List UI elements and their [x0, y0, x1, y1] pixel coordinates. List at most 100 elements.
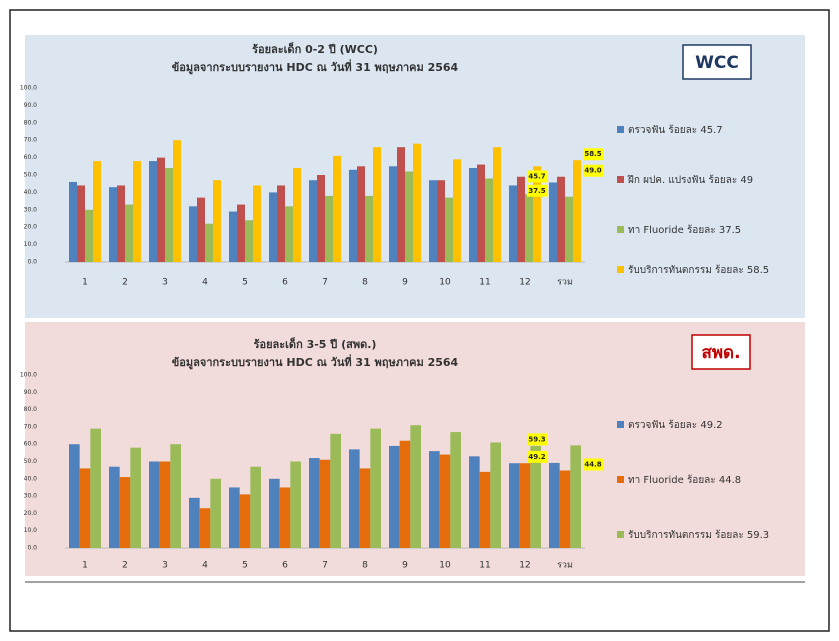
- legend-label: รับบริการทันตกรรม ร้อยละ 58.5: [628, 264, 769, 276]
- legend-swatch: [617, 126, 624, 133]
- bar: [69, 444, 80, 548]
- bar: [549, 182, 557, 262]
- value-label-box: [527, 184, 547, 197]
- x-tick-label: 12: [519, 278, 530, 288]
- badge: WCC: [695, 53, 739, 73]
- bar: [399, 440, 411, 548]
- y-tick-label: 80.0: [24, 119, 38, 126]
- bar: [245, 220, 253, 262]
- bar: [530, 445, 541, 548]
- bar: [365, 195, 373, 262]
- bar: [325, 195, 333, 262]
- x-tick-label: 1: [82, 561, 88, 571]
- bar: [165, 168, 173, 262]
- bar: [109, 187, 117, 262]
- y-tick-label: 30.0: [24, 493, 38, 500]
- bar: [450, 432, 461, 548]
- bar: [90, 428, 101, 548]
- bar: [279, 487, 291, 548]
- y-tick-label: 80.0: [24, 406, 38, 413]
- bar: [509, 463, 520, 548]
- bar: [317, 175, 325, 262]
- legend-label: ทา Fluoride ร้อยละ 37.5: [628, 224, 741, 236]
- bar: [565, 196, 573, 262]
- bar: [269, 192, 277, 262]
- x-tick-label: 4: [202, 561, 208, 571]
- chart-subtitle: ข้อมูลจากระบบรายงาน HDC ณ วันที่ 31 พฤษภ…: [172, 354, 459, 370]
- legend-label: ตรวจฟัน ร้อยละ 49.2: [628, 419, 723, 431]
- x-tick-label: 8: [362, 278, 368, 288]
- bar: [333, 155, 341, 262]
- y-tick-label: 100.0: [20, 372, 37, 379]
- bar: [250, 466, 261, 548]
- x-tick-label: 8: [362, 561, 368, 571]
- bar: [117, 185, 125, 262]
- legend-label: รับบริการทันตกรรม ร้อยละ 59.3: [628, 529, 769, 541]
- legend-swatch: [617, 266, 624, 273]
- bar: [493, 147, 501, 262]
- bar: [149, 161, 157, 262]
- x-tick-label: รวม: [557, 561, 573, 571]
- y-tick-label: 70.0: [24, 137, 38, 144]
- bar: [485, 178, 493, 262]
- bar: [229, 487, 240, 548]
- bar: [149, 461, 160, 548]
- y-tick-label: 60.0: [24, 441, 38, 448]
- x-tick-label: 11: [479, 278, 490, 288]
- value-label-box: [583, 164, 603, 177]
- value-label-box: [527, 170, 547, 183]
- value-label: 37.5: [528, 187, 545, 195]
- y-tick-label: 50.0: [24, 172, 38, 179]
- bar: [570, 445, 581, 548]
- x-tick-label: 11: [479, 561, 490, 571]
- bar: [479, 471, 491, 548]
- bar: [429, 451, 440, 548]
- bar: [573, 160, 581, 262]
- legend-swatch: [617, 226, 624, 233]
- y-tick-label: 50.0: [24, 458, 38, 465]
- chart-title: ร้อยละเด็ก 3-5 ปี (สพด.): [254, 337, 377, 351]
- y-tick-label: 90.0: [24, 102, 38, 109]
- bar: [170, 444, 181, 548]
- chart-subtitle: ข้อมูลจากระบบรายงาน HDC ณ วันที่ 31 พฤษภ…: [172, 59, 459, 75]
- bar: [85, 209, 93, 262]
- bar: [309, 180, 317, 262]
- badge-box: [691, 334, 751, 370]
- bar: [189, 497, 200, 548]
- y-tick-label: 10.0: [24, 241, 38, 248]
- x-tick-label: 1: [82, 278, 88, 288]
- bar: [319, 459, 331, 548]
- value-label-box: [527, 450, 547, 463]
- bar: [157, 157, 165, 262]
- bar: [359, 468, 371, 548]
- bar: [109, 466, 120, 548]
- bar: [437, 180, 445, 262]
- bar: [429, 180, 437, 262]
- bar: [373, 147, 381, 262]
- x-tick-label: 9: [402, 561, 408, 571]
- x-tick-label: 4: [202, 278, 208, 288]
- x-tick-label: 3: [162, 278, 168, 288]
- bar: [517, 176, 525, 262]
- bar: [405, 171, 413, 262]
- bar: [69, 181, 77, 262]
- y-tick-label: 60.0: [24, 154, 38, 161]
- bar: [477, 164, 485, 262]
- bar: [397, 147, 405, 262]
- x-tick-label: 6: [282, 561, 288, 571]
- bar: [205, 223, 213, 262]
- y-tick-label: 40.0: [24, 475, 38, 482]
- legend-swatch: [617, 476, 624, 483]
- bar: [197, 197, 205, 262]
- bar: [309, 458, 320, 548]
- bar: [269, 478, 280, 548]
- x-tick-label: 10: [439, 278, 451, 288]
- bar: [93, 161, 101, 262]
- y-tick-label: 100.0: [20, 85, 37, 92]
- legend-swatch: [617, 531, 624, 538]
- x-tick-label: 5: [242, 561, 248, 571]
- badge-box: [682, 44, 752, 80]
- x-tick-label: รวม: [557, 278, 573, 288]
- y-tick-label: 90.0: [24, 389, 38, 396]
- bar: [277, 185, 285, 262]
